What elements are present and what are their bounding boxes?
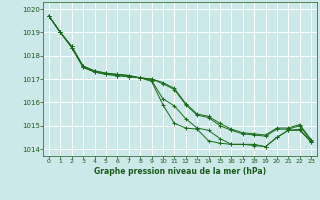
X-axis label: Graphe pression niveau de la mer (hPa): Graphe pression niveau de la mer (hPa) xyxy=(94,167,266,176)
